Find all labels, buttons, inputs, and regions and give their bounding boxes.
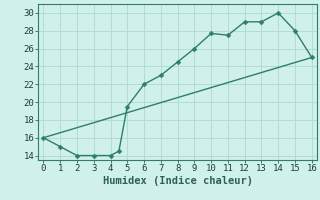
X-axis label: Humidex (Indice chaleur): Humidex (Indice chaleur) (103, 176, 252, 186)
